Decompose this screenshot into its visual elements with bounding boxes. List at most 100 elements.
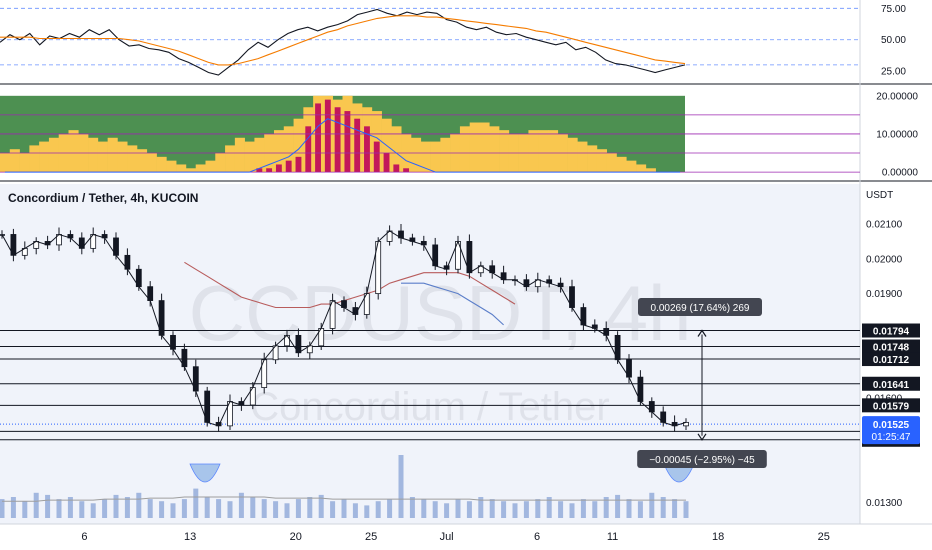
- time-tick-6: 11: [607, 531, 618, 543]
- histogram-hot-30: [295, 156, 302, 173]
- current-price-value: 0.01525: [873, 420, 910, 431]
- histogram-hot-27: [266, 168, 273, 173]
- histogram-column-56: [548, 130, 559, 173]
- current-price-tag-bg: [862, 416, 920, 445]
- histogram-column-19: [185, 168, 197, 173]
- volume-bar-28: [318, 494, 324, 518]
- price-tick-4: 0.01300: [866, 498, 903, 509]
- histogram-column-54: [528, 130, 539, 173]
- current-price-countdown: 01:25:47: [872, 432, 911, 443]
- volume-bar-43: [489, 499, 495, 518]
- volume-bar-12: [136, 492, 142, 518]
- time-axis[interactable]: 6 13 20 25 Jul 6 11 18 25: [81, 531, 829, 543]
- histogram-hot-40: [393, 164, 400, 173]
- histogram-column-26: [254, 137, 265, 173]
- oscillator-pane[interactable]: [0, 7, 860, 76]
- level-label-3: 0.01641: [873, 380, 910, 391]
- volume-bar-29: [330, 501, 336, 518]
- volume-bar-51: [580, 499, 586, 518]
- histogram-column-43: [420, 141, 431, 173]
- volume-bar-38: [432, 501, 438, 518]
- histogram-column-47: [459, 126, 471, 173]
- histogram-column-15: [146, 153, 157, 173]
- volume-bar-10: [113, 494, 119, 518]
- volume-bar-15: [170, 503, 176, 518]
- histogram-hot-36: [354, 118, 361, 173]
- volume-bar-58: [660, 497, 666, 518]
- volume-bar-22: [250, 497, 256, 518]
- histogram-column-64: [626, 160, 637, 173]
- histogram-column-14: [137, 149, 148, 173]
- volume-ma-line: [2, 496, 686, 502]
- level-label-bg-0: [862, 323, 920, 338]
- histogram-column-49: [479, 122, 490, 173]
- histogram-hot-37: [364, 126, 370, 173]
- volume-bar-11: [124, 497, 130, 518]
- price-axis[interactable]: 0.021000.020000.019000.016000.013000.017…: [862, 220, 920, 509]
- time-tick-5: 6: [534, 531, 540, 543]
- histogram-hot-39: [383, 153, 390, 173]
- histogram-column-10: [97, 141, 108, 173]
- level-label-4: 0.01579: [873, 401, 910, 412]
- level-label-bg-3: [862, 376, 920, 391]
- histogram-column-7: [68, 130, 79, 173]
- price-tick-1: 0.02000: [866, 254, 903, 265]
- oscillator-price-axis[interactable]: 75.00 50.00 25.00: [881, 4, 906, 78]
- level-label-1: 0.01748: [873, 343, 910, 354]
- histogram-column-30: [293, 118, 304, 173]
- volume-bar-17: [193, 488, 199, 518]
- histogram-column-25: [244, 141, 255, 173]
- volume-bar-23: [261, 499, 267, 518]
- volume-bar-52: [592, 501, 598, 518]
- measure-arrow-head-down: [697, 433, 707, 441]
- price-unit-label: USDT: [866, 190, 893, 201]
- volume-bar-57: [649, 492, 655, 518]
- volume-bar-26: [295, 499, 301, 518]
- time-tick-0: 6: [81, 531, 87, 543]
- histogram-column-28: [274, 130, 285, 173]
- time-tick-1: 13: [184, 531, 196, 543]
- volume-bar-47: [535, 499, 541, 518]
- oscillator-tick-0: 75.00: [881, 4, 906, 15]
- volume-bar-32: [364, 505, 370, 518]
- histogram-column-4: [39, 141, 50, 173]
- histogram-column-51: [499, 130, 510, 173]
- watermark-name: Concordium / Tether: [250, 385, 609, 429]
- volume-bar-5: [56, 499, 62, 518]
- volume-bar-3: [33, 492, 39, 518]
- histogram-tick-1: 10.00000: [876, 129, 918, 140]
- volume-bar-45: [512, 503, 518, 518]
- volume-bar-14: [159, 501, 165, 518]
- histogram-column-44: [430, 141, 441, 173]
- time-tick-3: 25: [365, 531, 377, 543]
- volume-bar-19: [216, 499, 222, 518]
- bottom-arc-left: [189, 463, 221, 483]
- histogram-signal-line: [4, 118, 681, 173]
- volume-bar-44: [501, 501, 507, 518]
- chart-title[interactable]: Concordium / Tether, 4h, KUCOIN: [8, 191, 198, 205]
- measure-arrow-head-up: [697, 329, 707, 337]
- volume-bar-2: [22, 501, 28, 518]
- ma-short-line: [401, 282, 504, 326]
- histogram-column-40: [391, 126, 402, 173]
- histogram-column-20: [195, 164, 206, 173]
- histogram-column-66: [645, 168, 656, 173]
- level-label-bg-2: [862, 352, 920, 367]
- histogram-column-12: [117, 141, 128, 173]
- volume-bar-53: [603, 497, 609, 518]
- volume-bar-40: [455, 499, 461, 518]
- histogram-column-1: [9, 149, 20, 173]
- volume-bar-50: [569, 503, 575, 518]
- price-pane[interactable]: [0, 224, 860, 518]
- volume-bar-54: [615, 494, 621, 518]
- histogram-column-2: [19, 153, 30, 173]
- volume-bar-35: [398, 455, 404, 518]
- histogram-column-0: [0, 153, 11, 173]
- histogram-price-axis[interactable]: 20.00000 10.00000 0.00000: [876, 91, 918, 178]
- volume-bar-39: [444, 503, 450, 518]
- histogram-hot-35: [344, 111, 351, 173]
- histogram-column-58: [567, 137, 578, 173]
- histogram-pane[interactable]: [0, 95, 860, 173]
- volume-bar-48: [546, 497, 552, 518]
